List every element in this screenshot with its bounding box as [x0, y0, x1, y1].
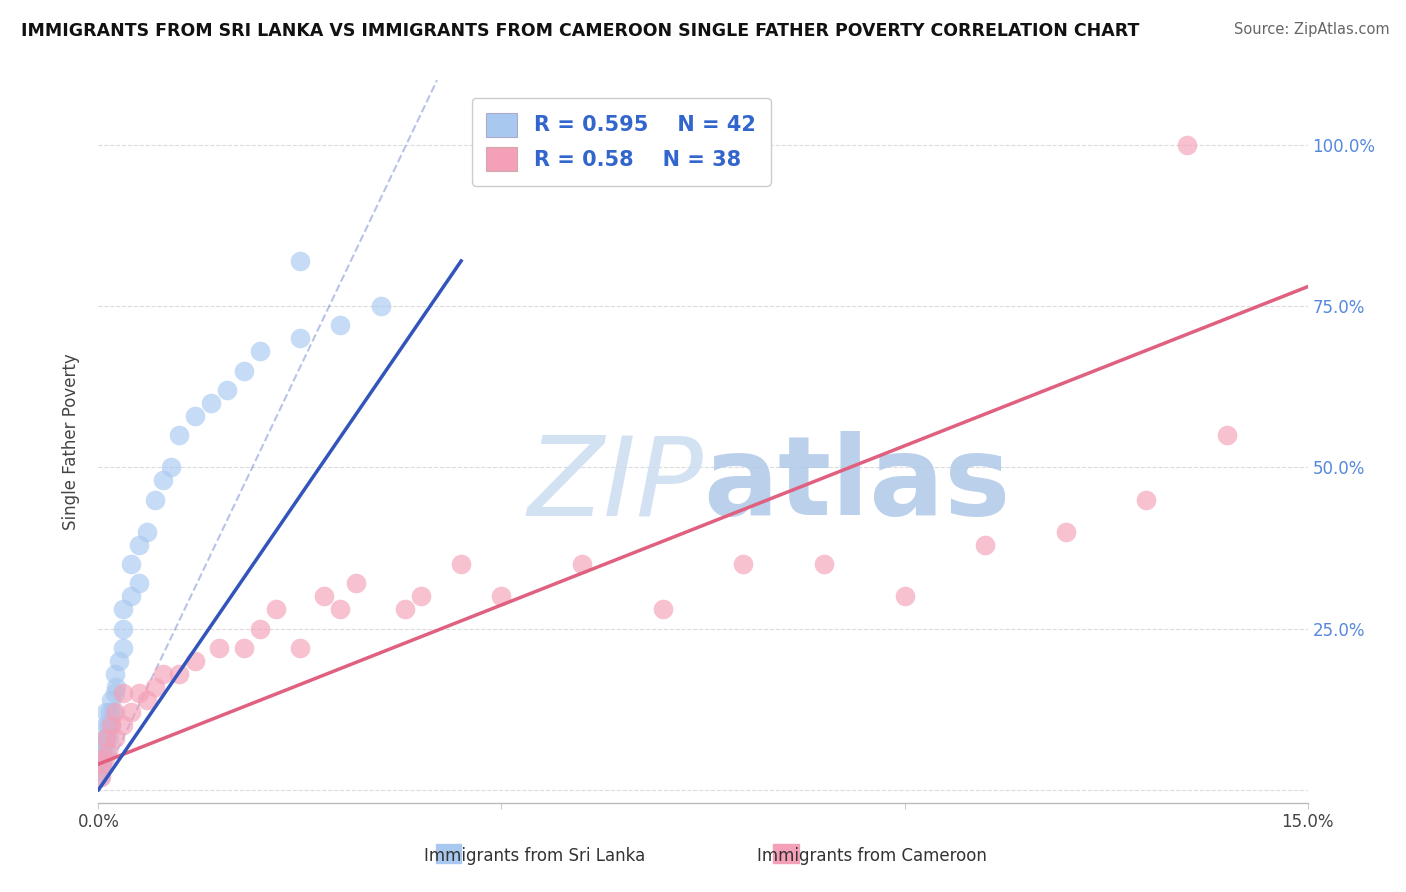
Point	[89, 770, 111, 784]
Point	[93, 738, 115, 752]
Point	[651, 602, 673, 616]
Point	[91, 750, 114, 764]
Point	[217, 383, 239, 397]
Point	[264, 602, 287, 616]
Point	[128, 686, 150, 700]
Point	[288, 254, 311, 268]
Point	[893, 590, 915, 604]
Point	[90, 757, 112, 772]
Point	[152, 666, 174, 681]
Point	[97, 731, 120, 746]
Point	[91, 744, 114, 758]
Point	[329, 602, 352, 616]
Text: Immigrants from Sri Lanka: Immigrants from Sri Lanka	[423, 847, 645, 865]
Point	[143, 680, 166, 694]
Point	[314, 590, 336, 604]
Point	[1135, 492, 1157, 507]
Point	[409, 590, 432, 604]
Point	[96, 718, 118, 732]
Point	[1216, 428, 1239, 442]
Point	[103, 731, 125, 746]
Point	[111, 602, 134, 616]
Point	[111, 718, 134, 732]
Point	[450, 557, 472, 571]
Point	[101, 706, 124, 720]
Point	[98, 706, 121, 720]
Point	[288, 331, 311, 345]
Point	[143, 492, 166, 507]
Point	[100, 718, 122, 732]
Point	[105, 680, 128, 694]
Point	[167, 428, 190, 442]
Point	[96, 731, 118, 746]
Point	[91, 750, 114, 764]
Text: Source: ZipAtlas.com: Source: ZipAtlas.com	[1233, 22, 1389, 37]
Point	[103, 666, 125, 681]
Point	[100, 718, 122, 732]
Point	[120, 590, 142, 604]
Text: IMMIGRANTS FROM SRI LANKA VS IMMIGRANTS FROM CAMEROON SINGLE FATHER POVERTY CORR: IMMIGRANTS FROM SRI LANKA VS IMMIGRANTS …	[21, 22, 1139, 40]
Point	[167, 666, 190, 681]
Point	[249, 344, 271, 359]
Point	[120, 706, 142, 720]
Point	[103, 686, 125, 700]
Point	[152, 473, 174, 487]
Point	[1175, 137, 1198, 152]
Legend: R = 0.595    N = 42, R = 0.58    N = 38: R = 0.595 N = 42, R = 0.58 N = 38	[471, 98, 770, 186]
Point	[288, 640, 311, 655]
Point	[94, 731, 117, 746]
Point	[733, 557, 755, 571]
Point	[97, 718, 120, 732]
Point	[111, 622, 134, 636]
Point	[491, 590, 513, 604]
Point	[974, 538, 997, 552]
Point	[94, 750, 117, 764]
Point	[232, 640, 254, 655]
Point	[571, 557, 593, 571]
Point	[94, 744, 117, 758]
Text: atlas: atlas	[703, 432, 1011, 539]
Point	[249, 622, 271, 636]
Point	[96, 731, 118, 746]
Point	[184, 409, 207, 423]
Point	[100, 692, 122, 706]
Point	[111, 686, 134, 700]
Y-axis label: Single Father Poverty: Single Father Poverty	[62, 353, 80, 530]
Point	[96, 706, 118, 720]
Text: Immigrants from Cameroon: Immigrants from Cameroon	[756, 847, 987, 865]
Point	[394, 602, 416, 616]
Point	[344, 576, 367, 591]
Point	[160, 460, 183, 475]
Point	[232, 363, 254, 377]
Point	[97, 744, 120, 758]
Point	[111, 640, 134, 655]
Point	[200, 396, 222, 410]
Point	[329, 318, 352, 333]
Point	[90, 764, 112, 778]
Text: ZIP: ZIP	[527, 432, 703, 539]
Point	[128, 538, 150, 552]
Point	[91, 757, 114, 772]
Point	[135, 524, 157, 539]
Point	[128, 576, 150, 591]
Point	[120, 557, 142, 571]
Point	[90, 770, 112, 784]
Point	[208, 640, 231, 655]
Point	[813, 557, 835, 571]
Point	[107, 654, 129, 668]
Point	[184, 654, 207, 668]
Point	[1054, 524, 1077, 539]
Point	[103, 706, 125, 720]
Point	[370, 299, 392, 313]
Point	[135, 692, 157, 706]
